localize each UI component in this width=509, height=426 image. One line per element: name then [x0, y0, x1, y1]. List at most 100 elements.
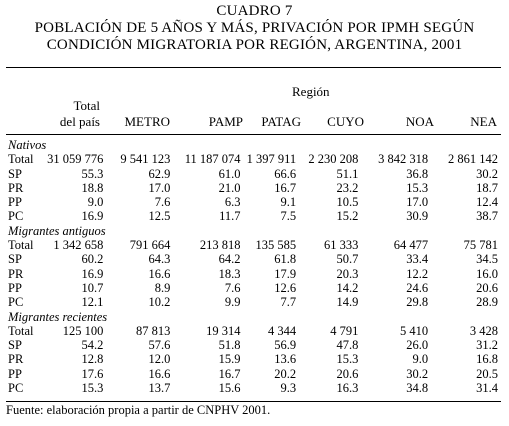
table-cell: 16.0 — [476, 266, 498, 281]
table-row: SP 55.3 62.9 61.0 66.6 51.1 36.8 30.2 — [8, 167, 498, 181]
table-cell: 20.6 — [336, 366, 359, 381]
table-cell: 11 187 074 — [184, 152, 241, 167]
table-cell: 34.5 — [476, 252, 498, 267]
table-cell: 15.3 — [81, 381, 104, 396]
table-title: CUADRO 7 POBLACIÓN DE 5 AÑOS Y MÁS, PRIV… — [0, 3, 509, 54]
column-header-metro: METRO — [124, 114, 171, 129]
row-label: PC — [8, 295, 24, 310]
table-cell: 31.2 — [476, 338, 498, 353]
section-row: Migrantes recientes — [8, 310, 498, 324]
table-cell: 14.9 — [336, 295, 359, 310]
table-cell: 29.8 — [406, 295, 429, 310]
table-cell: 15.2 — [336, 209, 359, 224]
table-cell: 8.9 — [154, 280, 171, 295]
table-cell: 10.5 — [336, 195, 359, 210]
table-cell: 31 059 776 — [47, 152, 104, 167]
table-row: PR 16.9 16.6 18.3 17.9 20.3 12.2 16.0 — [8, 267, 498, 281]
row-label: SP — [8, 252, 22, 267]
row-label: SP — [8, 338, 22, 353]
column-header-noa: NOA — [405, 114, 434, 129]
table-cell: 31.4 — [476, 381, 498, 396]
column-header-pamp: PAMP — [208, 114, 243, 129]
table-cell: 7.6 — [224, 280, 241, 295]
row-label: Total — [8, 152, 34, 167]
table-cell: 61 333 — [324, 238, 359, 253]
total-header-line-1: Total — [73, 98, 100, 113]
row-label: PR — [8, 266, 24, 281]
table-cell: 16.8 — [476, 352, 498, 367]
table-cell: 12.0 — [148, 352, 171, 367]
table-cell: 18.3 — [218, 266, 241, 281]
table-cell: 87 813 — [136, 323, 171, 338]
table-cell: 64.3 — [148, 252, 171, 267]
table-row: PR 18.8 17.0 21.0 16.7 23.2 15.3 18.7 — [8, 181, 498, 195]
table-cell: 18.8 — [81, 180, 104, 195]
table-row: PC 16.9 12.5 11.7 7.5 15.2 30.9 38.7 — [8, 209, 498, 223]
table-cell: 16.6 — [148, 266, 171, 281]
table-cell: 213 818 — [199, 238, 241, 253]
row-label: PP — [8, 366, 22, 381]
table-cell: 2 230 208 — [308, 152, 359, 167]
bottom-rule — [6, 401, 501, 402]
table-cell: 62.9 — [148, 166, 171, 181]
row-label: Total — [8, 238, 34, 253]
section-row: Nativos — [8, 138, 498, 152]
table-cell: 17.6 — [81, 366, 104, 381]
section-row: Migrantes antiguos — [8, 224, 498, 238]
table-cell: 791 664 — [129, 238, 171, 253]
table-cell: 15.6 — [218, 381, 241, 396]
table-cell: 38.7 — [476, 209, 498, 224]
table-cell: 125 100 — [62, 323, 104, 338]
table-cell: 54.2 — [81, 338, 104, 353]
table-cell: 64 477 — [393, 238, 429, 253]
table-cell: 20.6 — [476, 280, 498, 295]
table-cell: 26.0 — [406, 338, 429, 353]
table-cell: 7.7 — [280, 295, 297, 310]
table-row: PC 12.1 10.2 9.9 7.7 14.9 29.8 28.9 — [8, 295, 498, 309]
table-cell: 9 541 123 — [120, 152, 171, 167]
table-row: SP 54.2 57.6 51.8 56.9 47.8 26.0 31.2 — [8, 338, 498, 352]
table-cell: 21.0 — [218, 180, 241, 195]
table-cell: 16.9 — [81, 209, 104, 224]
table-cell: 7.5 — [280, 209, 297, 224]
table-cell: 51.1 — [336, 166, 359, 181]
table-cell: 17.0 — [406, 195, 429, 210]
table-cell: 11.7 — [219, 209, 241, 224]
source-note: Fuente: elaboración propia a partir de C… — [6, 403, 271, 417]
table-cell: 4 344 — [268, 323, 297, 338]
table-cell: 15.3 — [406, 180, 429, 195]
table-cell: 9.0 — [412, 352, 429, 367]
table-cell: 16.3 — [336, 381, 359, 396]
table-row: PP 10.7 8.9 7.6 12.6 14.2 24.6 20.6 — [8, 281, 498, 295]
table-cell: 17.9 — [274, 266, 297, 281]
table-cell: 15.3 — [336, 352, 359, 367]
table-cell: 66.6 — [274, 166, 297, 181]
table-cell: 12.8 — [81, 352, 104, 367]
column-header-patag: PATAG — [261, 114, 301, 129]
header-rule — [6, 134, 501, 135]
table-cell: 5 410 — [400, 323, 429, 338]
table-cell: 16.6 — [148, 366, 171, 381]
column-header-nea: NEA — [470, 114, 497, 129]
row-label: Total — [8, 323, 34, 338]
row-label: SP — [8, 166, 22, 181]
table-row: PP 17.6 16.6 16.7 20.2 20.6 30.2 20.5 — [8, 367, 498, 381]
table-cell: 16.7 — [218, 366, 241, 381]
table-cell: 30.2 — [406, 366, 429, 381]
table-cell: 6.3 — [224, 195, 241, 210]
table-cell: 34.8 — [406, 381, 429, 396]
table-cell: 18.7 — [476, 180, 498, 195]
row-label: PC — [8, 381, 24, 396]
table-cell: 10.2 — [148, 295, 171, 310]
table-cell: 20.3 — [336, 266, 359, 281]
table-cell: 7.6 — [154, 195, 171, 210]
region-header: Región — [292, 84, 330, 99]
table-cell: 1 397 911 — [246, 152, 297, 167]
table-cell: 57.6 — [148, 338, 171, 353]
table-cell: 15.9 — [218, 352, 241, 367]
table-cell: 10.7 — [81, 280, 104, 295]
table-cell: 16.9 — [81, 266, 104, 281]
table-row: Total 1 342 658 791 664 213 818 135 585 61 33… — [8, 238, 498, 252]
table-cell: 12.2 — [406, 266, 429, 281]
